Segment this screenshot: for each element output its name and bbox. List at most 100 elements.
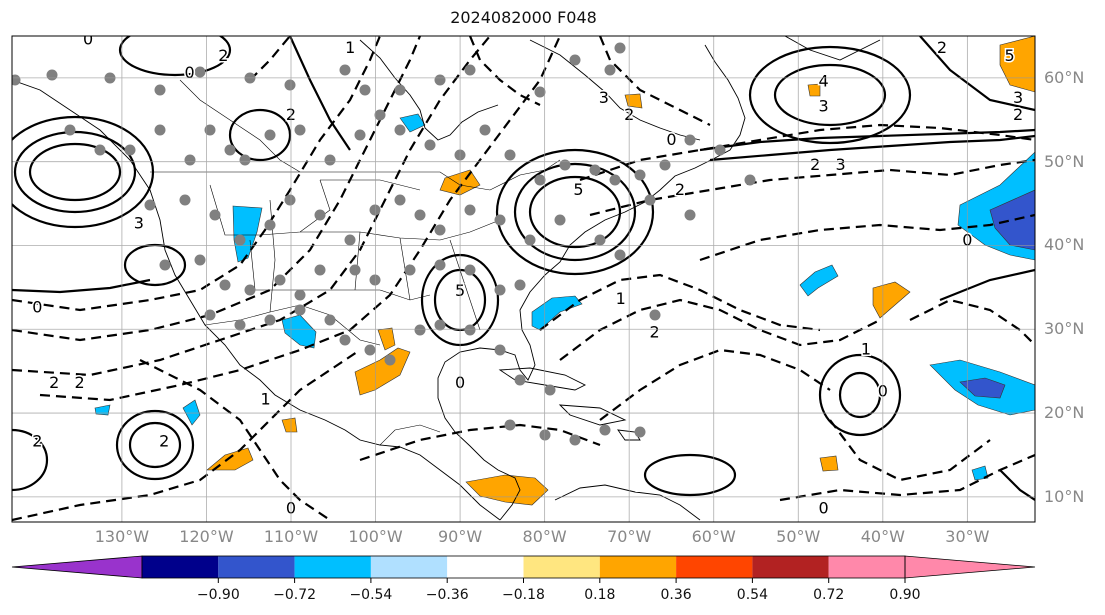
station-marker <box>505 150 516 161</box>
contour-label: 1 <box>345 38 355 57</box>
colorbar-tick-label: −0.18 <box>502 587 545 603</box>
station-marker <box>275 275 286 286</box>
station-marker <box>495 215 506 226</box>
station-marker <box>570 435 581 446</box>
station-marker <box>650 310 661 321</box>
colorbar-extend-low <box>12 556 142 578</box>
station-marker <box>295 125 306 136</box>
contour-label: 1 <box>861 339 871 358</box>
station-marker <box>265 315 276 326</box>
contour-label: 2 <box>1013 105 1023 124</box>
contour-label: 4 <box>819 71 829 90</box>
station-marker <box>555 215 566 226</box>
lon-tick-label: 50°W <box>776 527 820 546</box>
station-marker <box>615 250 626 261</box>
contour-label: 2 <box>159 432 169 451</box>
contour-label: 1 <box>261 390 271 409</box>
station-marker <box>425 140 436 151</box>
station-marker <box>495 285 506 296</box>
station-marker <box>265 130 276 141</box>
station-marker <box>570 55 581 66</box>
lat-tick-label: 50°N <box>1044 152 1084 171</box>
station-marker <box>685 135 696 146</box>
contour-label: 0 <box>666 130 676 149</box>
station-marker <box>395 85 406 96</box>
station-marker <box>535 87 546 98</box>
station-marker <box>615 43 626 54</box>
station-marker <box>415 325 426 336</box>
lat-tick-label: 20°N <box>1044 403 1084 422</box>
colorbar <box>12 556 1035 583</box>
station-marker <box>160 260 171 271</box>
contour-label: 3 <box>599 88 609 107</box>
station-marker <box>505 420 516 431</box>
station-marker <box>340 65 351 76</box>
station-marker <box>325 315 336 326</box>
station-marker <box>515 375 526 386</box>
colorbar-tick-label: 0.54 <box>737 587 768 603</box>
station-marker <box>370 205 381 216</box>
station-marker <box>315 210 326 221</box>
station-marker <box>435 260 446 271</box>
colorbar-segment <box>447 556 523 578</box>
contour-label: 2 <box>218 46 228 65</box>
contour-label: 0 <box>184 63 194 82</box>
lat-tick-label: 60°N <box>1044 68 1084 87</box>
colorbar-tick-label: −0.72 <box>273 587 316 603</box>
shade-orange <box>820 456 838 471</box>
station-marker <box>600 425 611 436</box>
station-marker <box>65 125 76 136</box>
station-marker <box>605 65 616 76</box>
station-marker <box>315 265 326 276</box>
station-marker <box>265 220 276 231</box>
station-marker <box>635 170 646 181</box>
station-marker <box>435 320 446 331</box>
station-marker <box>480 125 491 136</box>
station-marker <box>405 265 416 276</box>
station-marker <box>515 280 526 291</box>
station-marker <box>465 265 476 276</box>
station-marker <box>285 195 296 206</box>
colorbar-segment <box>752 556 828 578</box>
station-marker <box>245 285 256 296</box>
station-marker <box>155 125 166 136</box>
colorbar-extend-high <box>905 556 1035 578</box>
contour-label: 2 <box>810 155 820 174</box>
lon-tick-label: 120°W <box>179 527 233 546</box>
colorbar-tick-label: −0.90 <box>197 587 240 603</box>
station-marker <box>295 305 306 316</box>
station-marker <box>47 70 58 81</box>
station-marker <box>155 85 166 96</box>
station-marker <box>560 160 571 171</box>
station-marker <box>185 155 196 166</box>
station-marker <box>685 210 696 221</box>
station-marker <box>220 280 231 291</box>
station-marker <box>195 67 206 78</box>
colorbar-segment <box>218 556 294 578</box>
lon-tick-label: 90°W <box>438 527 482 546</box>
contour-label: 2 <box>675 180 685 199</box>
station-marker <box>535 175 546 186</box>
station-marker <box>660 160 671 171</box>
contour-label: 0 <box>83 29 93 48</box>
colorbar-segment <box>676 556 752 578</box>
station-marker <box>225 145 236 156</box>
colorbar-tick-label: 0.18 <box>584 587 615 603</box>
station-marker <box>465 65 476 76</box>
contour-label: 0 <box>819 499 829 518</box>
station-marker <box>635 427 646 438</box>
station-marker <box>125 145 136 156</box>
map-panel: 000000000111122 222 222222233 3334555 <box>0 25 1035 522</box>
lon-tick-label: 130°W <box>95 527 149 546</box>
station-marker <box>415 210 426 221</box>
contour-label: 1 <box>616 289 626 308</box>
contour-label: 5 <box>573 180 583 199</box>
lat-tick-label: 10°N <box>1044 487 1084 506</box>
station-marker <box>180 195 191 206</box>
station-marker <box>645 195 656 206</box>
station-marker <box>240 155 251 166</box>
station-marker <box>525 235 536 246</box>
station-marker <box>465 325 476 336</box>
lon-tick-label: 110°W <box>264 527 318 546</box>
